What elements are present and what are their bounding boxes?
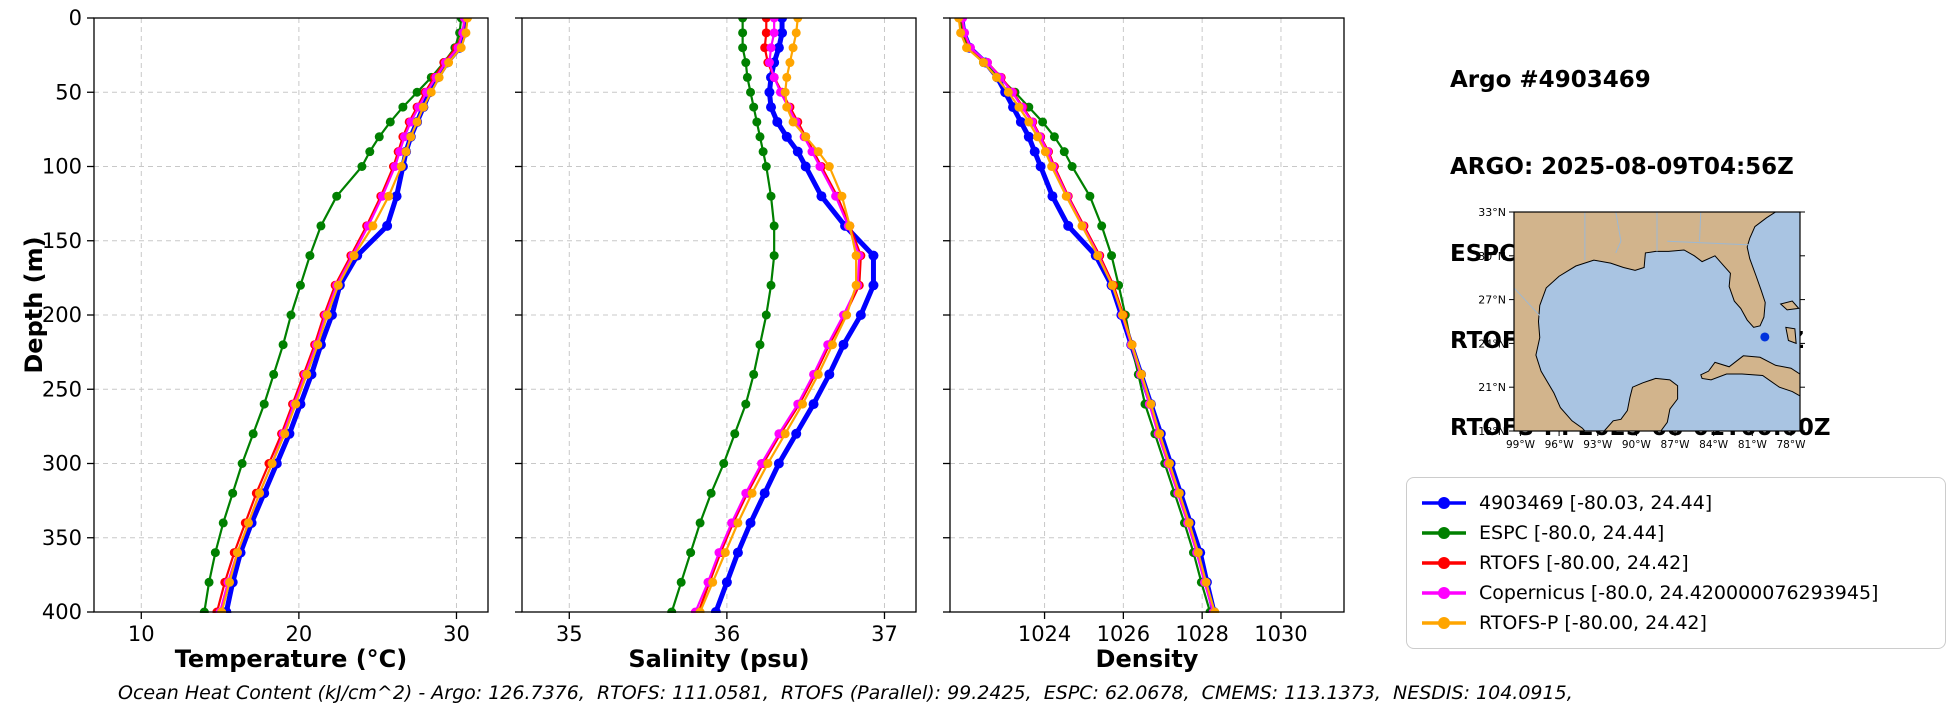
header-argo-time: ARGO: 2025-08-09T04:56Z [1450, 154, 1794, 180]
ocean-heat-content-caption: Ocean Heat Content (kJ/cm^2) - Argo: 126… [118, 682, 1573, 704]
svg-text:1026: 1026 [1097, 622, 1150, 646]
svg-text:93°W: 93°W [1583, 439, 1613, 451]
legend-item: Copernicus [-80.0, 24.420000076293945] [1419, 578, 1933, 608]
legend-label: RTOFS-P [-80.00, 24.42] [1479, 612, 1707, 634]
svg-text:0: 0 [69, 6, 82, 30]
svg-text:33°N: 33°N [1478, 206, 1506, 219]
svg-text:18°N: 18°N [1478, 425, 1506, 438]
svg-text:78°W: 78°W [1776, 439, 1806, 451]
legend-line-marker-icon [1422, 617, 1466, 629]
svg-text:21°N: 21°N [1478, 381, 1506, 394]
svg-text:100: 100 [42, 155, 82, 179]
svg-text:350: 350 [42, 526, 82, 550]
svg-text:87°W: 87°W [1661, 439, 1691, 451]
header-float-id: Argo #4903469 [1450, 67, 1651, 93]
location-map: 18°N 21°N 24°N 27°N 30°N 33°N 99°W 96°W 93°W 90°W… [1478, 206, 1806, 451]
svg-text:36: 36 [714, 622, 741, 646]
legend-label: ESPC [-80.0, 24.44] [1479, 522, 1665, 544]
svg-text:250: 250 [42, 377, 82, 401]
salinity-axis-label: Salinity (psu) [628, 645, 810, 673]
svg-text:1024: 1024 [1018, 622, 1071, 646]
legend-label: RTOFS [-80.00, 24.42] [1479, 552, 1689, 574]
svg-text:50: 50 [55, 80, 82, 104]
svg-text:99°W: 99°W [1506, 439, 1536, 451]
temperature-axis-label: Temperature (°C) [174, 645, 408, 673]
svg-text:30°N: 30°N [1478, 250, 1506, 263]
legend: 4903469 [-80.03, 24.44] ESPC [-80.0, 24.4… [1406, 477, 1946, 649]
legend-label: 4903469 [-80.03, 24.44] [1479, 492, 1713, 514]
svg-text:81°W: 81°W [1738, 439, 1768, 451]
legend-item: ESPC [-80.0, 24.44] [1419, 518, 1933, 548]
legend-items: 4903469 [-80.03, 24.44] ESPC [-80.0, 24.4… [1419, 488, 1933, 638]
density-axis-label: Density [1095, 645, 1199, 673]
svg-text:90°W: 90°W [1622, 439, 1652, 451]
svg-text:84°W: 84°W [1699, 439, 1729, 451]
svg-text:35: 35 [556, 622, 583, 646]
legend-item: 4903469 [-80.03, 24.44] [1419, 488, 1933, 518]
legend-line-marker-icon [1422, 497, 1466, 509]
legend-item: RTOFS-P [-80.00, 24.42] [1419, 608, 1933, 638]
svg-text:200: 200 [42, 303, 82, 327]
legend-line-marker-icon [1422, 587, 1466, 599]
legend-item: RTOFS [-80.00, 24.42] [1419, 548, 1933, 578]
salinity-profile-chart: 35 36 37 [515, 17, 917, 646]
svg-text:1028: 1028 [1175, 622, 1228, 646]
legend-label: Copernicus [-80.0, 24.420000076293945] [1479, 582, 1879, 604]
svg-text:24°N: 24°N [1478, 337, 1506, 350]
svg-text:27°N: 27°N [1478, 294, 1506, 307]
svg-text:150: 150 [42, 229, 82, 253]
legend-line-marker-icon [1422, 557, 1466, 569]
svg-text:10: 10 [128, 622, 155, 646]
svg-text:20: 20 [286, 622, 313, 646]
svg-text:37: 37 [871, 622, 898, 646]
svg-text:300: 300 [42, 452, 82, 476]
density-profile-chart: 1024 1026 1028 1030 [943, 17, 1345, 646]
svg-text:1030: 1030 [1254, 622, 1307, 646]
svg-text:400: 400 [42, 600, 82, 624]
svg-text:96°W: 96°W [1545, 439, 1575, 451]
legend-line-marker-icon [1422, 527, 1466, 539]
svg-text:30: 30 [443, 622, 470, 646]
